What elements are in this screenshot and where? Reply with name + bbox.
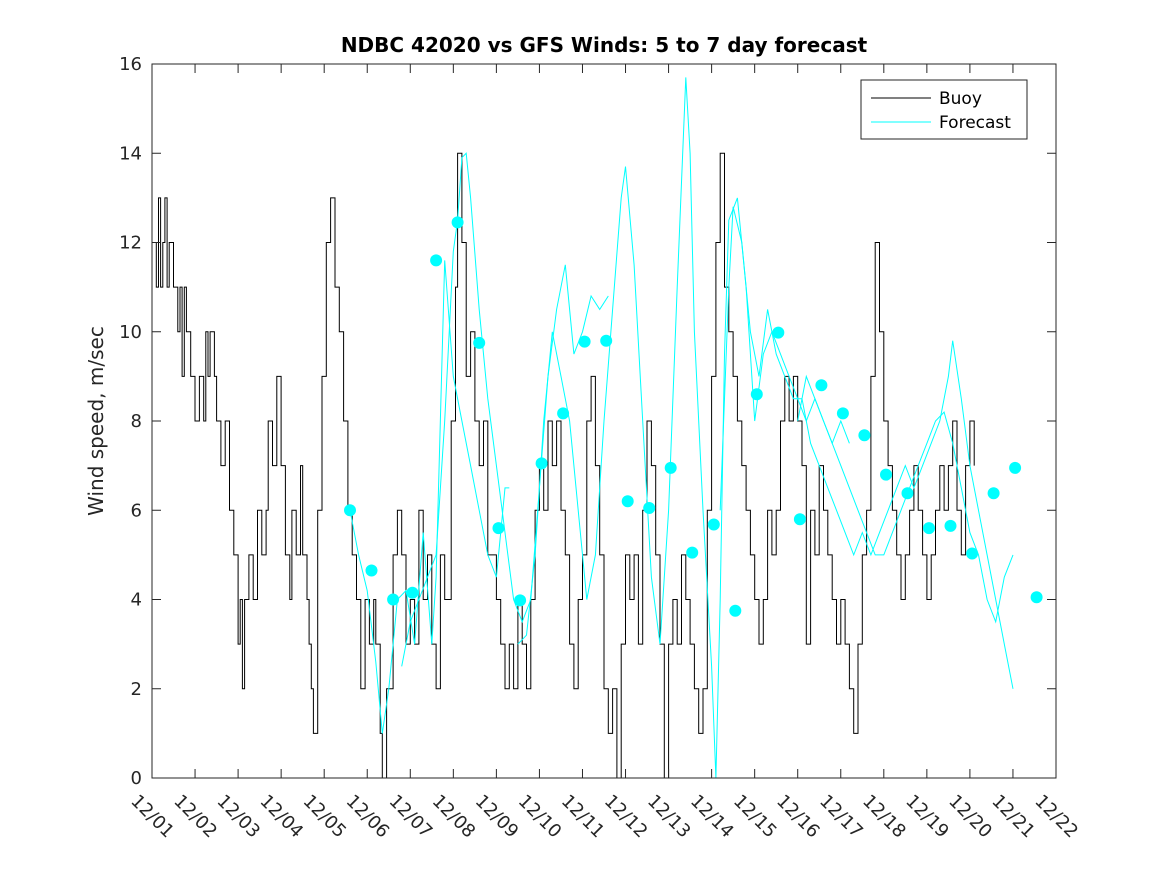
legend-box [860, 79, 1028, 140]
forecast-marker [750, 388, 763, 401]
forecast-marker [901, 487, 914, 500]
forecast-marker [836, 407, 849, 420]
forecast-marker [451, 216, 464, 229]
forecast-marker [600, 334, 613, 347]
forecast-line [517, 77, 850, 779]
y-tick-label: 0 [131, 768, 142, 789]
forecast-line [719, 206, 1014, 689]
forecast-marker [387, 593, 400, 606]
forecast-marker [966, 547, 979, 560]
forecast-marker [923, 522, 935, 535]
legend-buoy-label: Buoy [939, 89, 982, 109]
plot-area [151, 63, 1057, 779]
forecast-marker [815, 379, 828, 392]
forecast-marker [406, 586, 419, 599]
forecast-marker [535, 457, 548, 470]
forecast-marker [686, 546, 699, 559]
forecast-marker [664, 461, 677, 474]
legend: Buoy Forecast [860, 79, 1028, 140]
forecast-marker [492, 522, 505, 535]
forecast-markers [344, 216, 1043, 617]
y-axis-label: Wind speed, m/sec [84, 326, 108, 516]
forecast-marker [987, 487, 1000, 500]
y-tick-label: 8 [131, 411, 142, 432]
y-tick-label: 14 [119, 143, 142, 164]
forecast-marker [578, 335, 591, 348]
forecast-marker [621, 495, 634, 508]
y-tick-label: 16 [119, 54, 142, 75]
legend-forecast-label: Forecast [939, 113, 1011, 133]
forecast-line [401, 152, 609, 667]
forecast-marker [729, 604, 742, 617]
chart-title: NDBC 42020 vs GFS Winds: 5 to 7 day fore… [341, 33, 868, 57]
forecast-marker [1009, 461, 1022, 474]
y-tick-label: 6 [131, 500, 142, 521]
y-tick-label: 12 [119, 233, 142, 254]
forecast-marker [944, 519, 957, 532]
forecast-marker [557, 407, 570, 420]
forecast-marker [707, 518, 720, 531]
forecast-marker [772, 326, 785, 339]
forecast-marker [1030, 591, 1043, 604]
y-tick-label: 2 [131, 679, 142, 700]
forecast-marker [880, 468, 892, 481]
forecast-marker [344, 504, 356, 517]
y-tick-label: 10 [119, 322, 142, 343]
forecast-marker [365, 564, 378, 577]
forecast-marker [793, 513, 806, 526]
forecast-marker [858, 429, 871, 442]
forecast-line [349, 260, 510, 734]
forecast-marker [473, 336, 486, 349]
y-axis: 0 2 4 6 8 10 12 14 16 [119, 54, 1056, 789]
forecast-marker [430, 254, 443, 267]
y-tick-label: 4 [131, 590, 142, 611]
forecast-marker [514, 594, 527, 607]
forecast-marker [643, 502, 656, 514]
